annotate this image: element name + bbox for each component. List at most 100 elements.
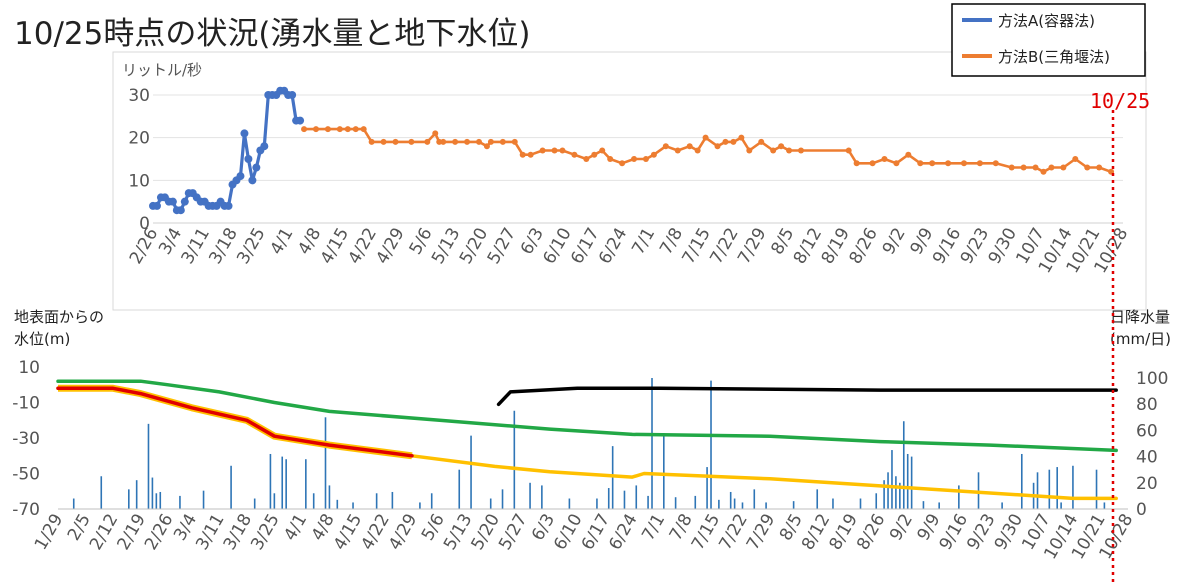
upper-x-tick-label: 7/1 [628, 225, 659, 259]
upper-data-point [180, 197, 189, 206]
lower-y2-tick-label: 100 [1136, 369, 1168, 389]
upper-x-tick-label: 6/24 [595, 225, 631, 268]
upper-data-point [650, 151, 657, 158]
upper-data-point [296, 116, 305, 125]
upper-data-point [368, 138, 375, 145]
lower-x-tick-label: 7/29 [743, 511, 779, 554]
rain-bar [883, 480, 885, 509]
upper-y-tick-label: 30 [128, 86, 150, 106]
upper-x-tick-label: 7/22 [706, 225, 742, 268]
upper-data-point [464, 138, 471, 145]
rain-bar [753, 489, 756, 509]
upper-data-point [352, 126, 359, 133]
lower-x-tick-label: 7/15 [688, 511, 724, 554]
rain-bar [147, 423, 150, 509]
rain-bar [324, 417, 327, 509]
upper-data-point [1060, 164, 1067, 171]
lower-x-tick-label: 9/30 [991, 511, 1027, 554]
upper-data-point [424, 138, 431, 145]
upper-gridlines [153, 94, 1123, 224]
upper-data-point [619, 160, 626, 167]
rain-bar [906, 453, 909, 509]
upper-data-point [240, 129, 249, 138]
upper-data-point [758, 138, 765, 145]
upper-data-point [1040, 168, 1047, 175]
legend-box [951, 3, 1146, 77]
upper-x-tick-label: 9/23 [957, 224, 993, 267]
rain-bar [891, 450, 893, 509]
lower-x-tick-label: 8/26 [853, 511, 889, 554]
upper-data-point [1072, 156, 1079, 162]
rain-bar [663, 433, 665, 509]
upper-data-point [1020, 164, 1027, 171]
rain-bar [623, 490, 626, 509]
rain-bar [651, 378, 653, 509]
upper-data-point [694, 147, 701, 154]
rain-bar [733, 498, 736, 509]
upper-y-tick-label: 10 [128, 171, 150, 191]
lower-y-tick-label: -10 [12, 394, 40, 414]
rain-bar [72, 498, 75, 509]
rain-bar [1103, 502, 1106, 509]
upper-x-tick-label: 9/2 [879, 225, 910, 259]
upper-x-tick-label: 8/19 [818, 225, 854, 268]
rain-bar [607, 488, 610, 509]
upper-data-point [452, 138, 459, 145]
rain-bar [470, 435, 472, 509]
rain-bar [902, 421, 905, 509]
lower-y-tick-label: -70 [12, 500, 40, 520]
upper-x-tick-label: 7/29 [734, 225, 770, 268]
lower-x-tick-label: 3/11 [192, 511, 228, 554]
upper-data-point [336, 126, 343, 133]
rain-bar [135, 480, 138, 509]
lower-y-tick-label: -30 [12, 429, 40, 449]
lower-series-red-halo [58, 384, 413, 460]
upper-data-point [1008, 164, 1015, 171]
upper-data-point [539, 147, 546, 154]
upper-data-point [571, 151, 578, 158]
lower-x-tick-label: 3/25 [247, 511, 283, 554]
upper-data-point [244, 155, 253, 163]
rain-bar [1056, 467, 1058, 509]
lower-y-tick-label: -50 [12, 465, 40, 485]
upper-data-point [960, 160, 967, 167]
upper-data-point [583, 156, 590, 162]
lower-y2-tick-label: 0 [1136, 500, 1147, 520]
rain-bar [273, 493, 276, 509]
legend-method-b-label: 方法B(三角堰法) [998, 48, 1110, 66]
lower-x-tick-label: 8/19 [826, 511, 862, 554]
upper-data-point [797, 147, 804, 154]
upper-y-ticks: 0 10 20 30 [128, 86, 150, 234]
lower-x-tick-label: 2/19 [114, 511, 150, 554]
upper-data-point [408, 138, 415, 145]
lower-x-tick-label: 6/17 [578, 511, 614, 554]
upper-data-point [722, 138, 729, 145]
upper-x-tick-label: 4/29 [372, 225, 408, 268]
rain-bar [1036, 472, 1039, 509]
rain-bar [430, 493, 433, 509]
rain-bar [128, 489, 130, 509]
upper-data-point [929, 160, 936, 167]
upper-data-point [976, 160, 983, 167]
upper-data-point [312, 126, 319, 133]
rain-bar [151, 477, 154, 509]
upper-data-point [642, 156, 649, 162]
rain-bar [568, 498, 571, 509]
upper-data-point [945, 160, 952, 167]
upper-x-tick-label: 6/10 [539, 225, 575, 268]
upper-data-point [730, 138, 737, 145]
upper-data-point [591, 151, 598, 158]
rain-bar [1072, 465, 1074, 509]
rain-bar [718, 499, 720, 509]
upper-data-point [499, 138, 506, 145]
rain-bar [710, 380, 712, 509]
lower-x-tick-label: 9/2 [886, 511, 917, 545]
rain-bar [328, 485, 331, 509]
upper-data-point [893, 160, 900, 167]
upper-x-tick-label: 3/11 [178, 225, 214, 268]
upper-chart-frame [112, 51, 1147, 311]
rain-bar [765, 502, 767, 509]
rain-bar [312, 493, 315, 509]
rain-bar [202, 490, 205, 509]
upper-x-tick-label: 4/15 [317, 225, 353, 268]
